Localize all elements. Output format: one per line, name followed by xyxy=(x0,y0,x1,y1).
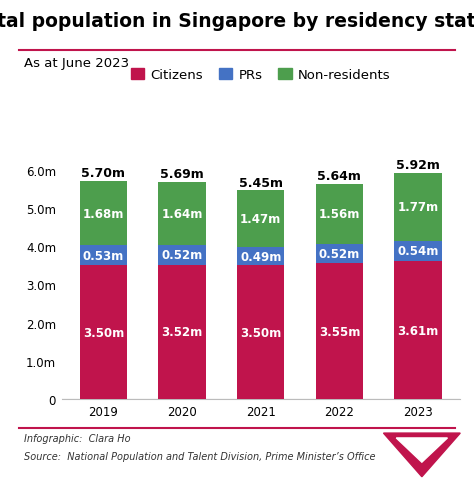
Text: 5.64m: 5.64m xyxy=(318,170,361,182)
Text: 5.92m: 5.92m xyxy=(396,159,440,172)
Text: 1.47m: 1.47m xyxy=(240,212,282,226)
Polygon shape xyxy=(396,438,447,462)
Text: 0.54m: 0.54m xyxy=(397,245,439,258)
Text: 3.55m: 3.55m xyxy=(319,325,360,338)
Text: 0.53m: 0.53m xyxy=(82,249,124,262)
Text: 0.49m: 0.49m xyxy=(240,250,282,263)
Text: 1.68m: 1.68m xyxy=(82,207,124,220)
Bar xyxy=(394,174,442,241)
Legend: Citizens, PRs, Non-residents: Citizens, PRs, Non-residents xyxy=(125,63,396,87)
Text: cna: cna xyxy=(410,482,434,484)
Text: 0.52m: 0.52m xyxy=(319,247,360,260)
Bar xyxy=(237,266,284,399)
Text: Total population in Singapore by residency status: Total population in Singapore by residen… xyxy=(0,12,474,31)
Bar xyxy=(237,191,284,247)
Bar xyxy=(80,182,127,245)
Text: 3.50m: 3.50m xyxy=(82,326,124,339)
Text: 1.56m: 1.56m xyxy=(319,208,360,221)
Bar xyxy=(80,245,127,266)
Text: 5.70m: 5.70m xyxy=(82,166,125,180)
Text: Source:  National Population and Talent Division, Prime Minister’s Office: Source: National Population and Talent D… xyxy=(24,451,375,461)
Bar xyxy=(158,182,206,245)
Text: 3.61m: 3.61m xyxy=(398,324,439,337)
Bar xyxy=(80,266,127,399)
Text: Infographic:  Clara Ho: Infographic: Clara Ho xyxy=(24,433,130,443)
Text: As at June 2023: As at June 2023 xyxy=(24,57,129,70)
Text: 0.52m: 0.52m xyxy=(161,249,203,262)
Bar xyxy=(316,244,363,264)
Text: 1.77m: 1.77m xyxy=(398,201,438,214)
Text: 3.52m: 3.52m xyxy=(161,326,203,339)
Text: 5.45m: 5.45m xyxy=(239,176,283,189)
Bar xyxy=(158,245,206,265)
Bar xyxy=(316,264,363,399)
Text: 5.69m: 5.69m xyxy=(160,168,204,181)
Polygon shape xyxy=(383,433,460,477)
Bar xyxy=(237,247,284,266)
Bar xyxy=(316,184,363,244)
Bar xyxy=(394,262,442,399)
Text: 3.50m: 3.50m xyxy=(240,326,282,339)
Text: 1.64m: 1.64m xyxy=(161,208,203,220)
Bar xyxy=(158,265,206,399)
Bar xyxy=(394,241,442,262)
